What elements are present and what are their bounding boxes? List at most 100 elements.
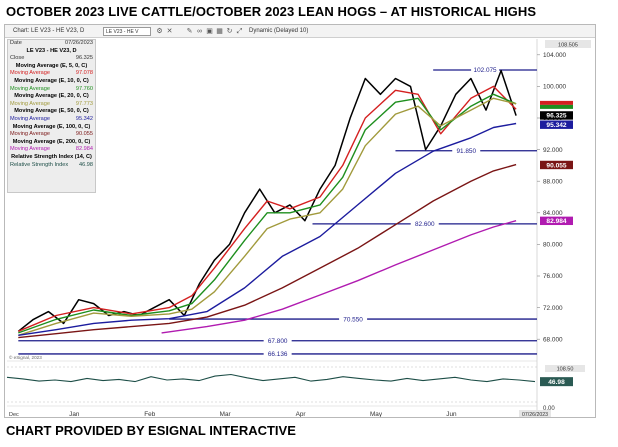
- price-badge: [540, 120, 573, 129]
- legend-ma-header: Moving Average (E, 5, 0, C): [8, 63, 95, 71]
- y-tick-label: 76.000: [543, 273, 563, 280]
- price-badge-label: 96.325: [546, 113, 567, 120]
- legend-symbol-header-text: LE V23 - HE V23, D: [26, 47, 77, 54]
- legend-ma-row: Moving Average 95.342: [8, 116, 95, 124]
- legend-ma-header-text: Moving Average (E, 100, 0, C): [12, 123, 91, 130]
- legend-date-value: 07/26/2023: [65, 40, 93, 46]
- reference-label-box: [339, 315, 368, 323]
- legend-rsi-row-value: 46.98: [79, 161, 93, 168]
- legend-ma-header-text: Moving Average (E, 5, 0, C): [15, 62, 88, 69]
- grid-icon[interactable]: ▦: [216, 28, 223, 35]
- y-tick-label: 84.000: [543, 210, 563, 217]
- link-icon[interactable]: ∞: [197, 28, 202, 35]
- legend-ma-row: Moving Average 97.078: [8, 70, 95, 78]
- legend-ma-row-value: 82.984: [75, 146, 93, 153]
- reference-label-box: [471, 66, 500, 74]
- moving-average-line: [18, 85, 517, 332]
- legend-ma-header: Moving Average (E, 10, 0, C): [8, 78, 95, 86]
- rsi-top-label: 108.50: [557, 366, 574, 372]
- legend-rsi-header: Relative Strength Index (14, C): [8, 154, 95, 162]
- y-tick-label: 72.000: [543, 305, 563, 312]
- legend-close-value: 96.325: [75, 55, 93, 62]
- legend-close: Close 96.325: [8, 55, 95, 63]
- axis-top-label-box: [545, 40, 591, 48]
- legend-ma-row-label: Moving Average: [10, 146, 51, 153]
- moving-average-line: [18, 163, 517, 339]
- reference-line-label: 66.136: [268, 351, 288, 358]
- expand-icon[interactable]: ⤢: [236, 28, 243, 35]
- page-title: OCTOBER 2023 LIVE CATTLE/OCTOBER 2023 LE…: [6, 4, 537, 19]
- reference-line-label: 67.800: [268, 338, 288, 345]
- price-badge-label: 82.984: [546, 218, 567, 225]
- legend-rsi-row: Relative Strength Index 46.98: [8, 162, 95, 170]
- reference-line-label: 82.600: [415, 221, 435, 228]
- legend-ma-row-value: 90.055: [75, 131, 93, 138]
- legend-ma-row: Moving Average 97.760: [8, 86, 95, 94]
- legend-ma-row-value: 95.342: [75, 115, 93, 122]
- x-tick-label: Mar: [220, 411, 232, 417]
- price-badge: [540, 216, 573, 226]
- y-tick-label: 104.000: [543, 52, 567, 59]
- legend-ma-header: Moving Average (E, 50, 0, C): [8, 108, 95, 116]
- reference-label-box: [263, 350, 292, 358]
- reference-label-box: [410, 220, 439, 228]
- legend-ma-row-label: Moving Average: [10, 115, 51, 122]
- legend-ma-row-label: Moving Average: [10, 85, 51, 92]
- y-tick-label: 88.000: [543, 178, 563, 185]
- legend-ma-row-label: Moving Average: [10, 70, 51, 77]
- moving-average-line: [18, 122, 517, 336]
- price-badge: [540, 160, 573, 170]
- chart-window: Chart: LE V23 - HE V23, D LE V23 - HE V …: [4, 24, 596, 418]
- symbol-input[interactable]: LE V23 - HE V: [103, 27, 151, 36]
- rsi-line: [6, 373, 536, 383]
- legend-ma-header: Moving Average (E, 200, 0, C): [8, 139, 95, 147]
- ma-5-badge-stub: [540, 100, 573, 105]
- x-end-label: 07/26/2023: [522, 412, 548, 417]
- reference-label-box: [452, 147, 481, 155]
- x-tick-label: Feb: [144, 411, 155, 417]
- footer-credit: CHART PROVIDED BY ESIGNAL INTERACTIVE: [6, 423, 296, 438]
- price-badge-label: 90.055: [546, 162, 567, 169]
- chart-window-title: Chart: LE V23 - HE V23, D: [13, 28, 85, 34]
- axis-top-label: 108.505: [558, 43, 578, 49]
- y-tick-label: 100.000: [543, 84, 567, 91]
- price-chart[interactable]: 108.505 68.000 72.000 76.000 80.000 84.000 88.…: [5, 25, 595, 417]
- legend-ma-header-text: Moving Average (E, 50, 0, C): [14, 108, 89, 115]
- legend-ma-row: Moving Average 97.773: [8, 101, 95, 109]
- moving-average-line: [161, 220, 517, 334]
- legend-ma-header-text: Moving Average (E, 20, 0, C): [14, 93, 89, 100]
- rsi-value-label: 46.98: [548, 379, 565, 386]
- moving-average-line: [18, 93, 517, 334]
- close-icon[interactable]: ✕: [166, 28, 173, 35]
- legend-ma-row-value: 97.078: [75, 70, 93, 77]
- legend-ma-row-value: 97.773: [75, 100, 93, 107]
- chart-toolbar: Chart: LE V23 - HE V23, D LE V23 - HE V …: [5, 25, 595, 38]
- legend-ma-row-label: Moving Average: [10, 131, 51, 138]
- legend-date-label: Date: [10, 40, 22, 46]
- reference-line-label: 102.075: [474, 67, 498, 74]
- x-tick-label: Jun: [446, 411, 457, 417]
- x-end-label-box: [519, 410, 551, 417]
- gear-icon[interactable]: ⚙: [156, 28, 163, 35]
- legend-ma-row: Moving Average 90.055: [8, 131, 95, 139]
- moving-average-line: [18, 97, 517, 336]
- camera-icon[interactable]: ▣: [206, 28, 213, 35]
- legend-ma-row-label: Moving Average: [10, 100, 51, 107]
- y-tick-label: 80.000: [543, 242, 563, 249]
- legend-symbol-header: LE V23 - HE V23, D: [8, 48, 95, 56]
- y-tick-label: 68.000: [543, 336, 563, 343]
- x-tick-label: Apr: [296, 411, 307, 417]
- chart-watermark: © eSignal, 2023: [9, 354, 42, 360]
- refresh-icon[interactable]: ↻: [226, 28, 233, 35]
- legend-date: Date 07/26/2023: [8, 40, 95, 48]
- legend-close-label: Close: [10, 55, 25, 62]
- reference-line-label: 91.850: [456, 148, 476, 155]
- reference-label-box: [263, 337, 292, 345]
- ma-10-badge-stub: [540, 104, 573, 109]
- legend-ma-header-text: Moving Average (E, 10, 0, C): [14, 77, 89, 84]
- indicator-note: Dynamic (Delayed 10): [249, 28, 309, 34]
- tool-icon[interactable]: ✎: [186, 28, 193, 35]
- price-badge-label: 95.342: [546, 122, 567, 129]
- x-tick-label: May: [370, 411, 383, 417]
- legend-ma-header: Moving Average (E, 100, 0, C): [8, 124, 95, 132]
